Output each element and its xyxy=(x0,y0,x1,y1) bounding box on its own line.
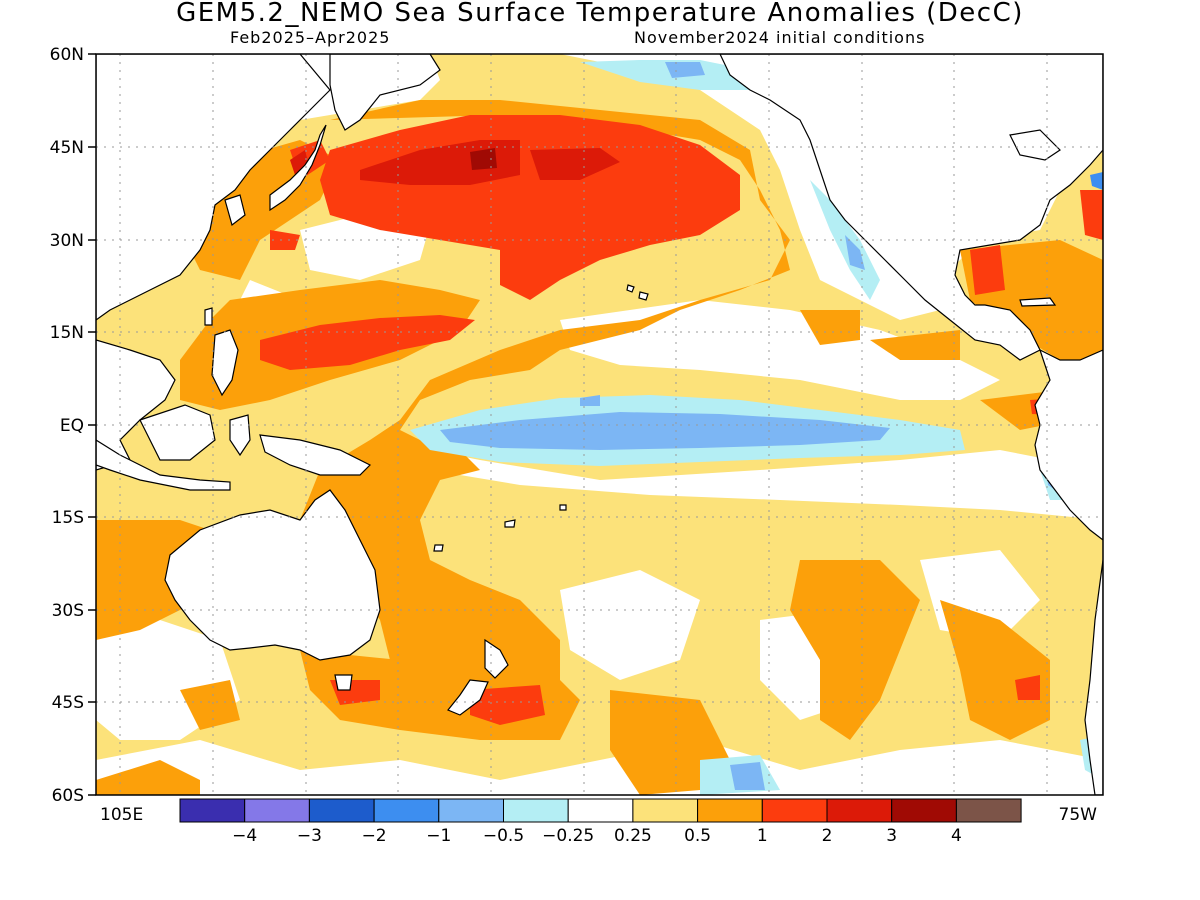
colorbar-label: 0.25 xyxy=(614,826,652,846)
colorbar-label: −3 xyxy=(297,826,322,846)
colorbar-swatch xyxy=(891,798,957,823)
colorbar-swatch xyxy=(244,798,310,823)
strong-cold-anomaly-area xyxy=(1090,172,1103,190)
colorbar-swatch xyxy=(955,798,1022,823)
colorbar-swatch xyxy=(826,798,893,823)
colorbar-label: −4 xyxy=(232,826,257,846)
lat-ticks xyxy=(88,53,96,796)
forecast-period: Feb2025–Apr2025 xyxy=(230,28,391,47)
moderate-cold-anomaly-areas xyxy=(440,62,1055,790)
colorbar-label: −2 xyxy=(362,826,387,846)
colorbar-swatch xyxy=(567,798,634,823)
lat-lon-grid xyxy=(96,54,1103,795)
colorbar-label: 4 xyxy=(951,826,962,846)
colorbar-label: 1 xyxy=(757,826,768,846)
colorbar-swatch xyxy=(179,798,246,823)
lat-label: 15N xyxy=(50,323,84,343)
lat-label: 60S xyxy=(52,786,84,806)
colorbar-label: −1 xyxy=(426,826,451,846)
colorbar xyxy=(179,798,1022,823)
colorbar-label: −0.25 xyxy=(542,826,594,846)
colorbar-label: 2 xyxy=(822,826,833,846)
map-title: GEM5.2_NEMO Sea Surface Temperature Anom… xyxy=(176,0,1024,28)
lat-label: EQ xyxy=(60,416,84,436)
lat-label: 30N xyxy=(50,231,84,251)
land-masses xyxy=(96,54,1103,795)
lat-label: 30S xyxy=(52,601,84,621)
lat-label: 15S xyxy=(52,508,84,528)
initial-conditions: November2024 initial conditions xyxy=(634,28,926,47)
colorbar-label: 3 xyxy=(886,826,897,846)
extreme-warm-anomaly-area xyxy=(470,148,497,170)
colorbar-label: 0.5 xyxy=(684,826,711,846)
lon-label-left: 105E xyxy=(100,805,143,825)
anomaly-field xyxy=(96,54,1103,795)
colorbar-swatch xyxy=(761,798,828,823)
lat-label: 45S xyxy=(52,693,84,713)
colorbar-swatch xyxy=(697,798,763,823)
colorbar-swatch xyxy=(438,798,504,823)
lat-label: 60N xyxy=(50,45,84,65)
colorbar-labels: −4 −3 −2 −1 −0.5 −0.25 0.25 0.5 1 2 3 4 xyxy=(232,826,962,846)
colorbar-swatch xyxy=(632,798,699,823)
colorbar-swatch xyxy=(308,798,375,823)
colorbar-swatch xyxy=(373,798,440,823)
colorbar-label: −0.5 xyxy=(483,826,524,846)
lat-label: 45N xyxy=(50,138,84,158)
lon-label-right: 75W xyxy=(1059,805,1098,825)
lat-labels: 60N 45N 30N 15N EQ 15S 30S 45S 60S xyxy=(50,45,84,806)
colorbar-swatch xyxy=(503,798,569,823)
